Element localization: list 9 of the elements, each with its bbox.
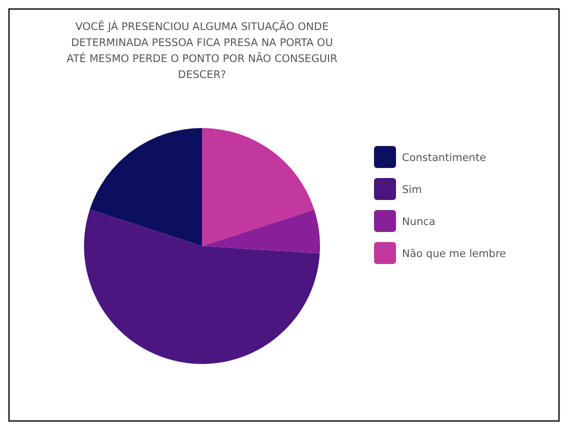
pie-slice <box>202 210 320 254</box>
legend-label: Sim <box>402 184 422 196</box>
pie-slice <box>202 128 314 246</box>
legend-label: Constantimente <box>402 152 486 164</box>
pie-slice <box>90 128 202 246</box>
legend-label: Não que me lembre <box>402 248 506 260</box>
legend-label: Nunca <box>402 216 436 228</box>
pie-slice <box>84 210 320 364</box>
chart-title: VOCÊ JÁ PRESENCIOU ALGUMA SITUAÇÃO ONDE DETERMINADA PESSOA FICA PRESA NA PORTA OU ATÉ MESMO PERDE O PONTO POR NÃO CONSEGUIR DESCER? <box>66 20 338 81</box>
